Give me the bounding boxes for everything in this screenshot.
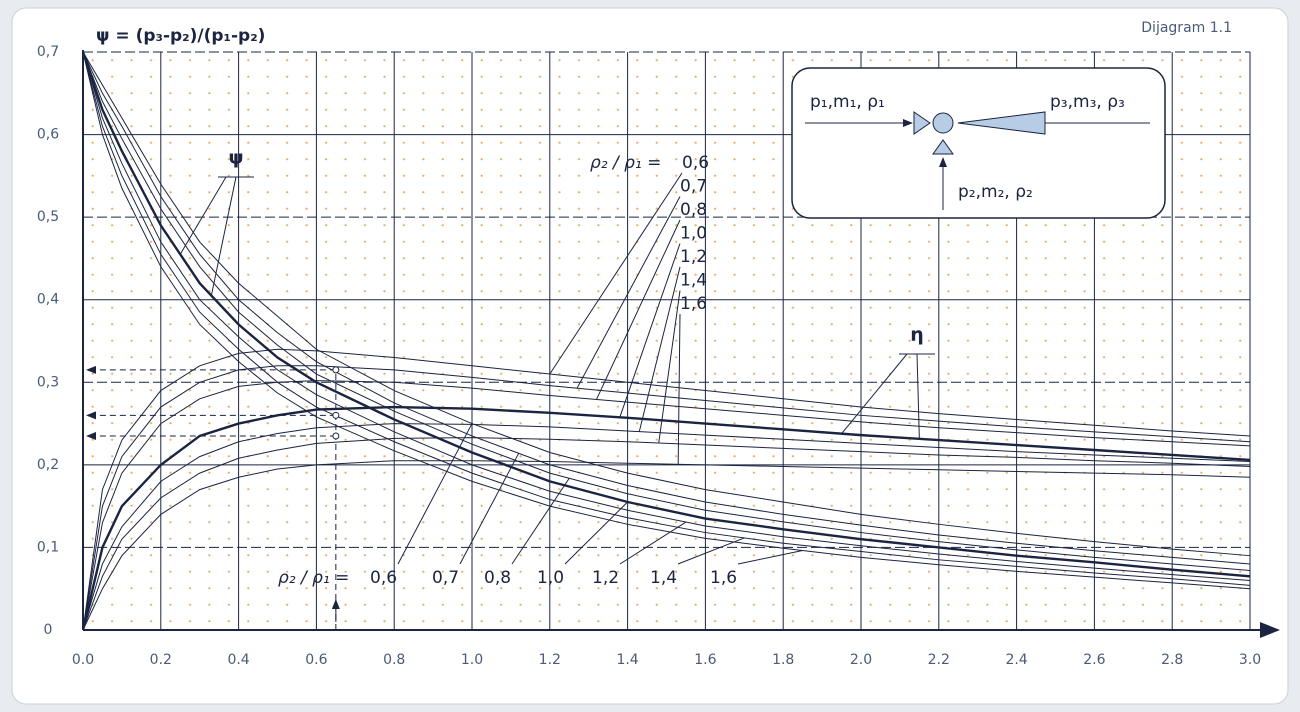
x-tick-label: 1.2 (539, 652, 561, 668)
series-label: 0,8 (680, 200, 707, 220)
series-label: 1,0 (537, 568, 564, 588)
series-line (82, 51, 1251, 581)
x-tick-label: 2.6 (1083, 652, 1105, 668)
series-label: 1,2 (680, 247, 707, 267)
x-tick-label: 1.0 (461, 652, 483, 668)
x-tick-label: 0.8 (383, 652, 405, 668)
ratio-label: ρ₂ / ρ₁ = (278, 568, 349, 588)
series-line (82, 51, 1251, 565)
side-nozzle (932, 139, 954, 155)
x-tick-label: 1.6 (694, 652, 716, 668)
y-tick-label: 0 (44, 622, 53, 638)
series-line (82, 51, 1251, 590)
series-label: 1,2 (592, 568, 619, 588)
x-tick-label: 2.8 (1161, 652, 1183, 668)
series-line (81, 405, 1251, 631)
y-tick-label: 0,6 (37, 127, 59, 143)
y-tick-label: 0,2 (37, 457, 59, 473)
series-line (82, 423, 1251, 631)
leader (619, 521, 687, 565)
leader (841, 353, 908, 435)
example-point (332, 366, 340, 374)
chart-title: ψ = (p₃-p₂)/(p₁-p₂) (96, 26, 265, 46)
inset-box (791, 67, 1166, 219)
leader (576, 196, 681, 389)
leader (210, 176, 237, 296)
diagram-label: Dijagram 1.1 (1141, 20, 1232, 36)
x-tick-label: 1.8 (772, 652, 794, 668)
leader (737, 550, 803, 565)
series-line (82, 51, 1251, 586)
leader (549, 172, 683, 375)
example-point (332, 411, 340, 419)
x-tick-label: 1.4 (616, 652, 638, 668)
leader (511, 477, 570, 565)
y-tick-label: 0,7 (37, 44, 59, 60)
series-line (82, 365, 1251, 631)
leader (677, 537, 745, 565)
series-label: 0,8 (484, 568, 511, 588)
leader (397, 423, 473, 565)
series-line (82, 348, 1251, 631)
inlet-1-label: p₁,m₁, ρ₁ (810, 92, 885, 112)
nozzle (913, 111, 931, 135)
example-point (332, 432, 340, 440)
family-label: η (910, 324, 924, 346)
series-label: 0,7 (432, 568, 459, 588)
leader (916, 353, 920, 439)
outlet-3-label: p₃,m₃, ρ₃ (1050, 92, 1125, 112)
x-tick-label: 2.2 (928, 652, 950, 668)
family-label: ψ (228, 147, 243, 169)
ratio-label: ρ₂ / ρ₁ = (590, 153, 661, 173)
series-label: 0,6 (682, 153, 709, 173)
x-tick-label: 0.4 (227, 652, 249, 668)
series-label: 1,6 (680, 294, 707, 314)
series-label: 1,6 (710, 568, 737, 588)
leader (658, 290, 681, 444)
series-label: 0,6 (370, 568, 397, 588)
series-label: 1,4 (650, 568, 677, 588)
series-line (82, 380, 1251, 631)
x-tick-label: 2.0 (850, 652, 872, 668)
x-tick-label: 2.4 (1005, 652, 1027, 668)
series-label: 1,4 (680, 271, 707, 291)
leader (179, 176, 227, 255)
leader (677, 313, 681, 465)
series-line (82, 460, 1251, 631)
leader (459, 453, 520, 565)
leader (564, 501, 628, 565)
inlet-2-label: p₂,m₂, ρ₂ (958, 182, 1033, 202)
y-tick-label: 0,5 (37, 209, 59, 225)
x-tick-label: 0.2 (150, 652, 172, 668)
leader (638, 266, 681, 432)
y-tick-label: 0,4 (37, 292, 59, 308)
chamber (932, 112, 954, 134)
inset: p₁,m₁, ρ₁ p₃,m₃, ρ₃ p₂,m₂, ρ₂ (791, 67, 1166, 219)
leader (619, 243, 681, 418)
x-tick-label: 3.0 (1239, 652, 1261, 668)
y-tick-label: 0,3 (37, 374, 59, 390)
x-tick-label: 0.0 (72, 652, 94, 668)
series-line (82, 51, 1251, 572)
series-line (82, 437, 1251, 631)
y-tick-label: 0,1 (37, 539, 59, 555)
series-label: 0,7 (680, 177, 707, 197)
leader (596, 219, 681, 400)
x-tick-label: 0.6 (305, 652, 327, 668)
series-label: 1,0 (680, 224, 707, 244)
